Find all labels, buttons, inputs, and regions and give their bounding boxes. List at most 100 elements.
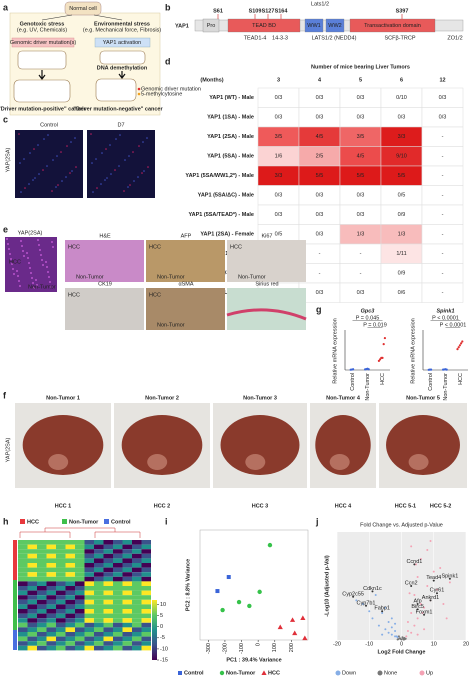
cell — [421, 282, 464, 303]
gene-label: Cyp2c55 — [342, 591, 364, 597]
gene-label: Birc5 — [411, 604, 424, 610]
heatmap-cell — [37, 572, 47, 577]
heatmap-cell — [141, 581, 151, 586]
heatmap-cell — [75, 553, 85, 559]
dot — [382, 343, 385, 346]
heatmap-cell — [122, 590, 132, 596]
gene-point — [416, 608, 419, 611]
heatmap-cell — [46, 572, 56, 577]
heatmap-cell — [46, 590, 56, 596]
heatmap-cell — [94, 549, 104, 554]
point — [390, 617, 393, 620]
heatmap-cell — [141, 613, 151, 619]
heatmap-cell — [84, 636, 94, 642]
heatmap-cell — [75, 604, 85, 609]
point — [394, 635, 397, 638]
speck — [18, 280, 20, 282]
heatmap-cell — [113, 645, 123, 651]
heatmap-cell — [103, 604, 113, 609]
binder-label: SCFβ-TRCP — [385, 35, 416, 41]
heatmap-cell — [84, 549, 94, 554]
speck — [133, 180, 135, 182]
heatmap-cell — [84, 572, 94, 577]
gene-point — [429, 599, 432, 602]
heatmap-cell — [56, 613, 66, 619]
heatmap-cell — [94, 641, 104, 646]
heatmap-cell — [84, 590, 94, 596]
legend-label: None — [384, 670, 397, 676]
heatmap-cell — [56, 636, 66, 642]
heatmap-cell — [27, 641, 37, 646]
heatmap-cell — [37, 581, 47, 586]
gene-label: Cyr61 — [430, 588, 445, 594]
heatmap-cell — [94, 627, 104, 632]
speck — [38, 173, 40, 175]
heatmap-cell — [113, 576, 123, 582]
axis-title: Relative mRNA expression — [410, 318, 416, 383]
heatmap-cell — [141, 540, 151, 545]
heatmap-cell — [113, 540, 123, 545]
dot — [461, 340, 464, 343]
speck — [118, 165, 120, 167]
heatmap-cell — [37, 627, 47, 632]
heatmap-cell — [113, 622, 123, 628]
marker — [257, 589, 262, 595]
point — [390, 633, 393, 636]
point — [423, 628, 426, 631]
label: (e.g. UV, Chemicals) — [17, 27, 67, 33]
cell — [64, 1, 102, 16]
heatmap-cell — [37, 540, 47, 545]
marker — [277, 624, 283, 630]
point — [371, 617, 374, 620]
speck — [16, 270, 18, 272]
speck — [75, 166, 77, 168]
cell-text: 0/3 — [357, 290, 365, 296]
label: WW1 — [307, 23, 320, 29]
heatmap-cell — [94, 540, 104, 545]
heatmap-cell — [103, 641, 113, 646]
cell-text: 0/3 — [275, 212, 283, 218]
heatmap-cell — [132, 595, 142, 600]
heatmap-cell — [132, 567, 142, 573]
row-label: YAP1 (2SA) - Female — [200, 232, 254, 238]
heatmap-cell — [113, 558, 123, 563]
heatmap-cell — [141, 645, 151, 651]
heatmap-cell — [132, 544, 142, 550]
speck — [32, 282, 34, 284]
heatmap-cell — [132, 641, 142, 646]
heatmap-cell — [75, 590, 85, 596]
marker — [219, 670, 225, 676]
row-annotation — [13, 580, 17, 630]
heatmap-cell — [122, 613, 132, 619]
gene-label: Afp — [413, 598, 421, 604]
point — [419, 603, 422, 605]
heatmap-cell — [113, 618, 123, 623]
heatmap-cell — [84, 544, 94, 550]
speck — [114, 169, 116, 171]
speck — [129, 184, 131, 186]
gene-point — [365, 604, 368, 607]
label: YAP(2SA) — [5, 148, 11, 173]
heatmap-cell — [37, 645, 47, 651]
label: YAP1 — [175, 23, 189, 29]
heatmap-cell — [37, 604, 47, 609]
label: HCC 3 — [252, 503, 269, 509]
heatmap-cell — [75, 544, 85, 550]
gene-label: Ccnd1 — [406, 559, 422, 565]
heatmap-cell — [94, 595, 104, 600]
heatmap-cell — [103, 581, 113, 586]
heatmap-cell — [27, 604, 37, 609]
heatmap-cell — [75, 636, 85, 642]
speck — [105, 148, 107, 150]
heatmap-cell — [132, 599, 142, 605]
shape — [94, 37, 151, 48]
marker — [220, 607, 225, 613]
heatmap-cell — [141, 641, 151, 646]
speck — [13, 273, 15, 275]
micrograph — [146, 240, 225, 282]
fiber — [226, 308, 307, 321]
legend-swatch — [104, 519, 109, 524]
x-tick-label: 0 — [400, 641, 403, 647]
speck — [42, 169, 44, 171]
gene-point — [423, 613, 426, 616]
